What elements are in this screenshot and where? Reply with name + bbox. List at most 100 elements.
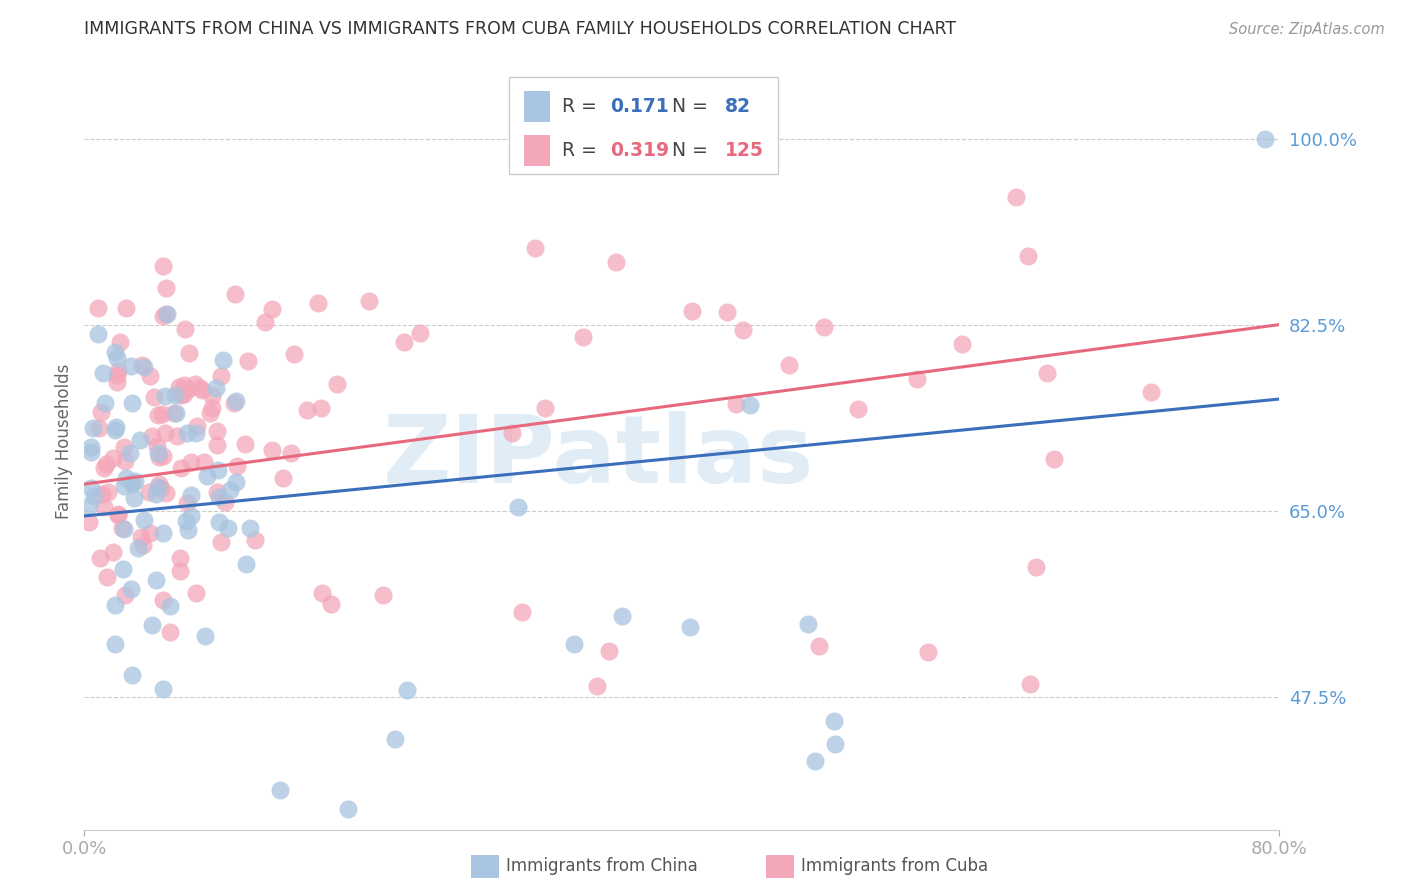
Point <box>79 440 101 454</box>
Point <box>155 281 177 295</box>
Point <box>359 293 381 308</box>
Point <box>112 479 135 493</box>
Point <box>120 582 142 596</box>
Point <box>508 500 530 514</box>
Point <box>152 449 174 463</box>
Point <box>155 485 177 500</box>
Point <box>87 326 110 341</box>
Point <box>90 487 112 501</box>
Point <box>91 366 114 380</box>
Point <box>124 491 146 506</box>
Point <box>77 500 100 514</box>
Point <box>121 667 143 681</box>
Point <box>112 562 135 576</box>
Point <box>510 605 533 619</box>
Point <box>194 629 217 643</box>
Point <box>104 599 127 613</box>
Point <box>139 526 162 541</box>
Point <box>93 396 115 410</box>
Point <box>205 438 228 452</box>
Point <box>222 396 245 410</box>
Point <box>778 358 800 372</box>
Point <box>173 378 195 392</box>
Point <box>225 393 247 408</box>
Point <box>89 550 111 565</box>
Point <box>207 463 229 477</box>
Point <box>562 637 585 651</box>
Point <box>295 402 318 417</box>
Point <box>115 301 138 315</box>
Point <box>200 406 222 420</box>
Point <box>1035 366 1057 380</box>
Point <box>201 388 224 402</box>
Point <box>128 433 150 447</box>
Point <box>214 495 236 509</box>
Point <box>105 368 128 383</box>
Point <box>271 471 294 485</box>
Point <box>523 241 546 255</box>
Point <box>173 387 195 401</box>
Point <box>307 296 329 310</box>
Point <box>797 617 820 632</box>
Point <box>105 376 128 390</box>
Point <box>77 515 100 529</box>
Point <box>145 574 167 588</box>
Point <box>534 401 557 415</box>
Point <box>83 489 105 503</box>
Point <box>716 304 738 318</box>
Point <box>112 522 135 536</box>
Point <box>180 508 202 523</box>
Point <box>148 476 170 491</box>
Point <box>79 481 101 495</box>
Point <box>150 407 173 421</box>
Point <box>103 545 125 559</box>
Point <box>572 330 595 344</box>
Point <box>121 475 143 489</box>
Point <box>162 406 184 420</box>
Point <box>169 460 191 475</box>
Point <box>169 564 191 578</box>
Point <box>166 429 188 443</box>
Point <box>153 389 176 403</box>
Point <box>143 390 166 404</box>
Point <box>254 315 277 329</box>
Point <box>1025 559 1047 574</box>
Point <box>94 457 117 471</box>
Point <box>197 469 219 483</box>
Point <box>209 368 232 383</box>
Point <box>225 475 247 490</box>
Text: 125: 125 <box>725 141 763 160</box>
Point <box>173 322 195 336</box>
Point <box>141 429 163 443</box>
Point <box>107 508 129 523</box>
Point <box>180 455 202 469</box>
Point <box>170 387 193 401</box>
Text: Immigrants from Cuba: Immigrants from Cuba <box>801 857 988 875</box>
Point <box>176 514 198 528</box>
Point <box>209 534 232 549</box>
Point <box>205 485 228 500</box>
Point <box>105 420 128 434</box>
Point <box>167 380 190 394</box>
Point <box>111 521 134 535</box>
Point <box>309 401 332 415</box>
Point <box>152 593 174 607</box>
Text: Source: ZipAtlas.com: Source: ZipAtlas.com <box>1229 22 1385 37</box>
Point <box>115 471 138 485</box>
Point <box>148 450 170 464</box>
Text: N =: N = <box>661 97 714 116</box>
Point <box>152 309 174 323</box>
Point <box>177 523 200 537</box>
Point <box>501 425 523 440</box>
Point <box>138 485 160 500</box>
Text: 0.171: 0.171 <box>610 97 669 116</box>
Point <box>105 351 128 366</box>
Point <box>217 521 239 535</box>
Point <box>239 521 262 535</box>
Point <box>177 382 200 396</box>
Point <box>224 286 246 301</box>
Text: R =: R = <box>562 141 603 160</box>
Point <box>127 541 149 555</box>
Point <box>325 376 347 391</box>
Point <box>82 421 104 435</box>
